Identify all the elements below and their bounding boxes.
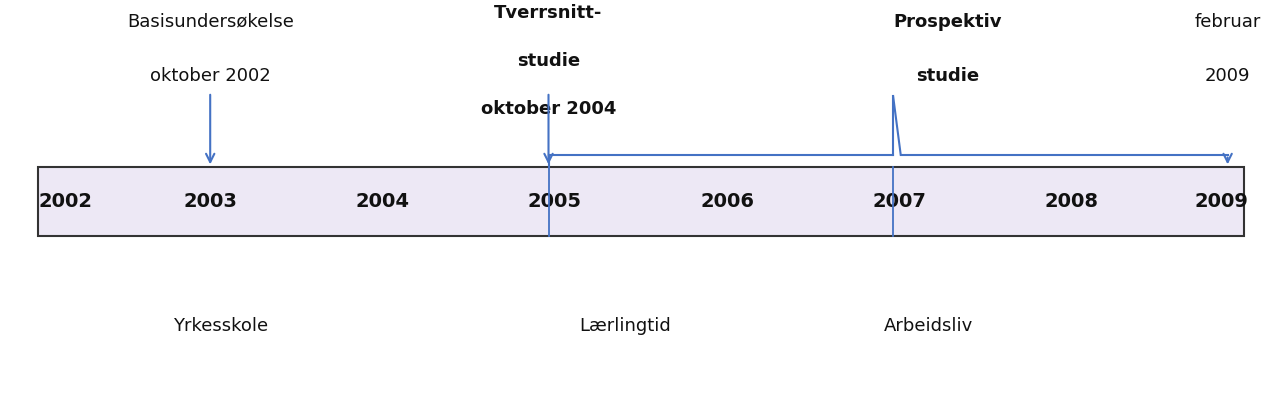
Text: februar: februar (1195, 13, 1260, 31)
Text: oktober 2004: oktober 2004 (481, 100, 616, 118)
Text: oktober 2002: oktober 2002 (150, 67, 270, 85)
Text: 2009: 2009 (1195, 192, 1248, 211)
Text: Prospektiv: Prospektiv (893, 13, 1002, 31)
Text: Basisundersøkelse: Basisundersøkelse (126, 13, 293, 31)
Text: Yrkesskole: Yrkesskole (173, 317, 269, 335)
Text: 2002: 2002 (39, 192, 92, 211)
Text: 2006: 2006 (700, 192, 754, 211)
Text: 2009: 2009 (1205, 67, 1250, 85)
Text: studie: studie (916, 67, 979, 85)
Text: 2008: 2008 (1045, 192, 1099, 211)
Text: Lærlingtid: Lærlingtid (580, 317, 671, 335)
Text: 2005: 2005 (528, 192, 582, 211)
Text: Tverrsnitt-: Tverrsnitt- (494, 4, 602, 22)
Text: 2003: 2003 (183, 192, 237, 211)
Text: 2004: 2004 (355, 192, 409, 211)
Bar (38, 167, 1244, 236)
Text: studie: studie (517, 52, 580, 70)
Text: Arbeidsliv: Arbeidsliv (884, 317, 973, 335)
Text: 2007: 2007 (873, 192, 926, 211)
